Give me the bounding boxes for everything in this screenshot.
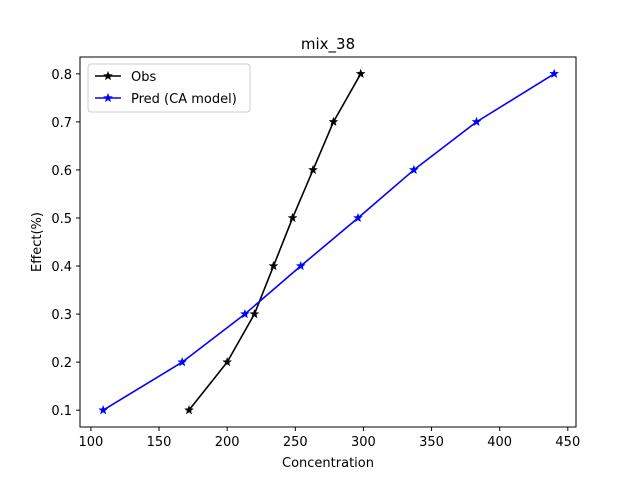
legend-box (87, 63, 251, 113)
x-axis: 100 150 200 250 300 350 400 450 (78, 427, 580, 450)
data-point (287, 212, 298, 223)
data-point (295, 260, 306, 271)
y-tick-label: 0.5 (51, 212, 72, 227)
y-axis-label: Effect(%) (30, 212, 45, 272)
y-tick-label: 0.4 (51, 260, 72, 275)
y-tick-label: 0.6 (51, 164, 72, 179)
legend-label: Pred (CA model) (131, 92, 237, 107)
data-point (249, 308, 260, 319)
y-axis: 0.1 0.2 0.3 0.4 0.5 0.6 0.7 0.8 (51, 68, 80, 419)
data-point (549, 68, 560, 79)
x-tick-label: 300 (351, 435, 376, 450)
y-tick-label: 0.7 (51, 116, 72, 131)
x-axis-label: Concentration (282, 456, 374, 471)
x-tick-label: 100 (78, 435, 103, 450)
data-point (355, 68, 366, 79)
y-tick-label: 0.3 (51, 308, 72, 323)
legend-marker (103, 92, 113, 103)
legend-marker (103, 70, 113, 81)
x-tick-label: 150 (147, 435, 172, 450)
plot-area (79, 56, 577, 428)
legend: Obs Pred (CA model) (87, 63, 251, 113)
data-point (408, 164, 419, 175)
data-point (222, 356, 233, 367)
x-tick-label: 200 (215, 435, 240, 450)
chart-title: mix_38 (301, 35, 355, 54)
data-point (184, 404, 194, 415)
legend-label: Obs (131, 70, 156, 85)
data-point (353, 212, 363, 223)
data-point (268, 260, 279, 271)
y-tick-label: 0.2 (51, 356, 72, 371)
series-1 (184, 68, 366, 415)
series-layer (98, 68, 560, 415)
data-point (177, 356, 188, 367)
y-tick-label: 0.8 (51, 68, 72, 83)
x-tick-label: 400 (487, 435, 512, 450)
series-line (102, 73, 555, 411)
series-2 (98, 68, 560, 415)
data-point (471, 116, 482, 127)
data-point (308, 164, 318, 175)
data-point (98, 404, 109, 415)
y-tick-label: 0.1 (51, 404, 72, 419)
x-tick-label: 350 (419, 435, 444, 450)
data-point (328, 116, 339, 127)
x-tick-label: 250 (283, 435, 308, 450)
series-line (188, 73, 362, 411)
data-point (239, 308, 250, 319)
x-tick-label: 450 (555, 435, 580, 450)
